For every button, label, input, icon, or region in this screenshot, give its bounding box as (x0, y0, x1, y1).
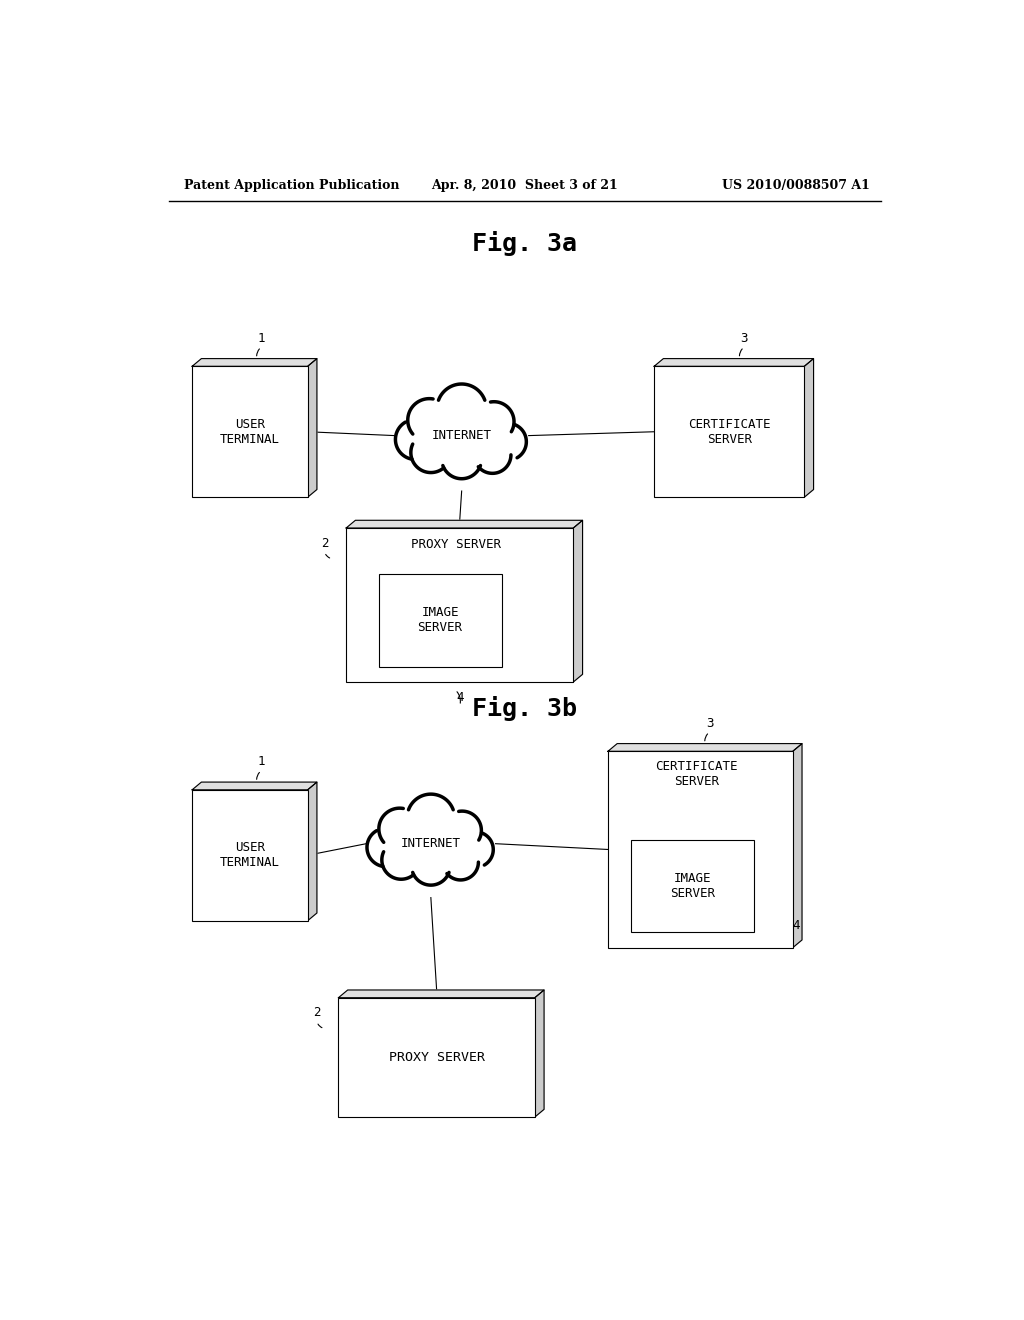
Text: IMAGE
SERVER: IMAGE SERVER (418, 606, 463, 635)
Polygon shape (804, 359, 813, 498)
Polygon shape (339, 990, 544, 998)
Text: 1: 1 (258, 331, 265, 345)
Polygon shape (535, 990, 544, 1117)
Text: USER
TERMINAL: USER TERMINAL (220, 841, 280, 870)
Bar (339, 998, 535, 1117)
Polygon shape (193, 781, 316, 789)
Text: Fig. 3a: Fig. 3a (472, 231, 578, 256)
Bar (193, 789, 307, 921)
Text: 2: 2 (321, 536, 329, 549)
Polygon shape (573, 520, 583, 682)
Text: IMAGE
SERVER: IMAGE SERVER (670, 873, 715, 900)
Bar (631, 840, 755, 932)
Bar (379, 574, 502, 667)
Polygon shape (654, 359, 813, 367)
Polygon shape (307, 359, 316, 498)
Text: 4: 4 (456, 690, 464, 704)
Text: 1: 1 (258, 755, 265, 768)
Text: Apr. 8, 2010  Sheet 3 of 21: Apr. 8, 2010 Sheet 3 of 21 (431, 178, 618, 191)
Polygon shape (367, 795, 494, 886)
Polygon shape (346, 520, 583, 528)
Text: 4: 4 (793, 919, 801, 932)
Bar (608, 751, 793, 948)
Text: Patent Application Publication: Patent Application Publication (184, 178, 400, 191)
Text: PROXY SERVER: PROXY SERVER (389, 1051, 484, 1064)
Text: US 2010/0088507 A1: US 2010/0088507 A1 (722, 178, 869, 191)
Text: 3: 3 (740, 331, 748, 345)
Text: USER
TERMINAL: USER TERMINAL (220, 417, 280, 446)
Text: Fig. 3b: Fig. 3b (472, 697, 578, 722)
Polygon shape (608, 743, 802, 751)
Bar (193, 367, 307, 498)
Polygon shape (793, 743, 802, 948)
Text: CERTIFICATE
SERVER: CERTIFICATE SERVER (688, 417, 770, 446)
Text: 2: 2 (313, 1006, 321, 1019)
Text: CERTIFICATE
SERVER: CERTIFICATE SERVER (655, 760, 737, 788)
Text: PROXY SERVER: PROXY SERVER (411, 539, 501, 552)
Polygon shape (395, 384, 526, 479)
Bar (654, 367, 804, 498)
Text: INTERNET: INTERNET (432, 429, 492, 442)
Text: INTERNET: INTERNET (400, 837, 461, 850)
Polygon shape (193, 359, 316, 367)
Polygon shape (307, 781, 316, 921)
Bar (346, 528, 573, 682)
Text: 3: 3 (706, 717, 714, 730)
